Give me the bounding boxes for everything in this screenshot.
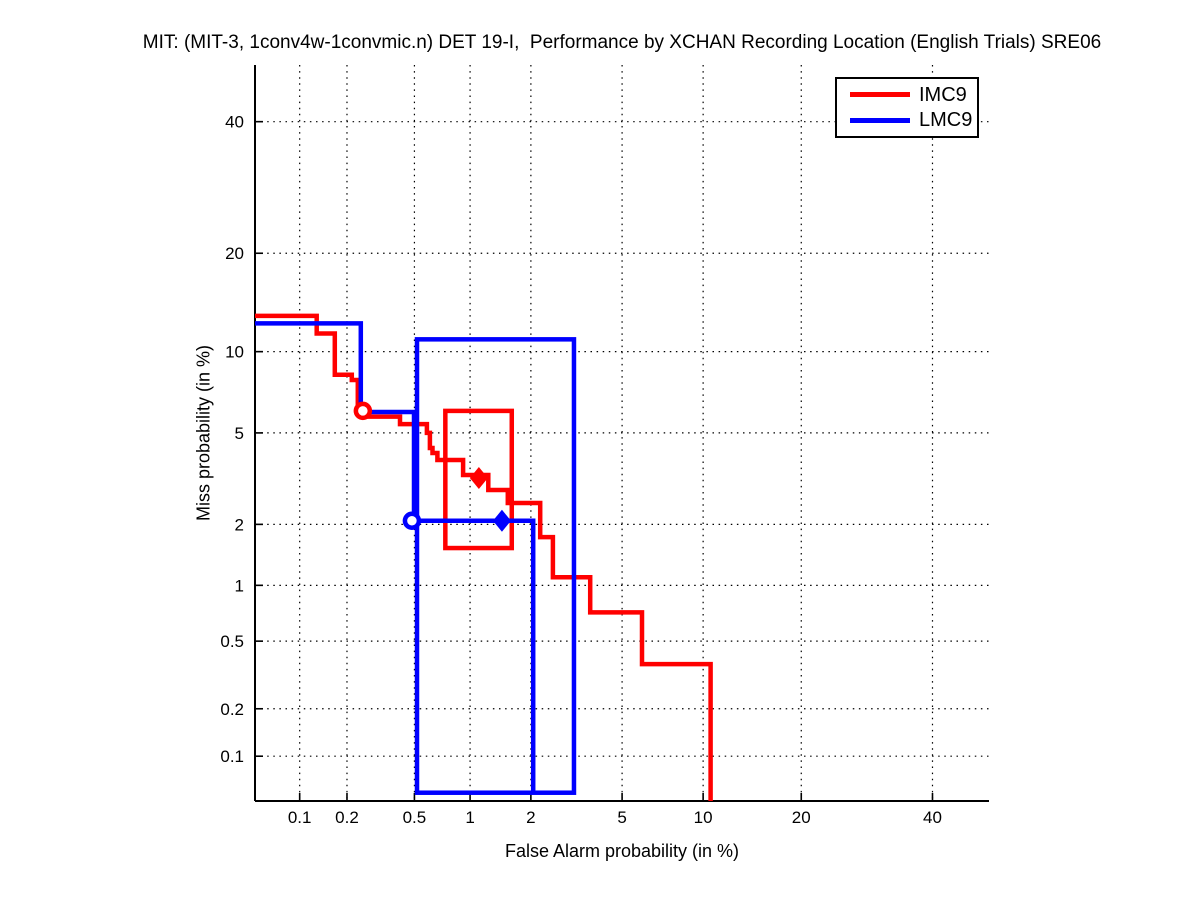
y-tick-label-0.1: 0.1 [220,747,244,766]
marker-diamond-lmc9 [492,509,511,532]
x-tick-label-5: 5 [617,808,626,827]
y-tick-label-1: 1 [235,576,244,595]
x-tick-label-40: 40 [923,808,942,827]
y-tick-label-10: 10 [225,343,244,362]
marker-diamond-imc9 [469,467,488,490]
legend: IMC9 LMC9 [835,77,979,138]
y-tick-label-40: 40 [225,113,244,132]
dcf-box-imc9 [443,408,515,551]
y-tick-label-0.2: 0.2 [220,700,244,719]
y-axis-label: Miss probability (in %) [193,344,214,522]
x-axis-label: False Alarm probability (in %) [504,841,740,861]
plot-title: MIT: (MIT-3, 1conv4w-1convmic.n) DET 19-… [142,32,1102,53]
x-tick-label-10: 10 [694,808,713,827]
x-tick-label-2: 2 [526,808,535,827]
y-tick-label-20: 20 [225,244,244,263]
y-tick-label-5: 5 [235,424,244,443]
legend-item-lmc9: LMC9 [850,110,977,130]
legend-item-imc9: IMC9 [850,85,977,105]
y-tick-label-2: 2 [235,515,244,534]
legend-label-lmc9: LMC9 [919,109,973,132]
x-tick-label-20: 20 [792,808,811,827]
legend-line-sample-lmc9 [850,117,910,123]
det-curve-imc9 [255,313,713,801]
dcf-box-lmc9 [414,337,577,795]
legend-label-imc9: IMC9 [919,83,967,106]
y-tick-label-0.5: 0.5 [220,632,244,651]
x-tick-label-0.2: 0.2 [335,808,359,827]
marker-circle-lmc9 [402,511,422,530]
x-tick-label-0.5: 0.5 [403,808,427,827]
x-tick-label-0.1: 0.1 [288,808,312,827]
marker-circle-imc9 [353,401,373,421]
legend-line-sample-imc9 [850,92,910,98]
x-tick-label-1: 1 [465,808,474,827]
det-curve-lmc9 [255,321,536,793]
